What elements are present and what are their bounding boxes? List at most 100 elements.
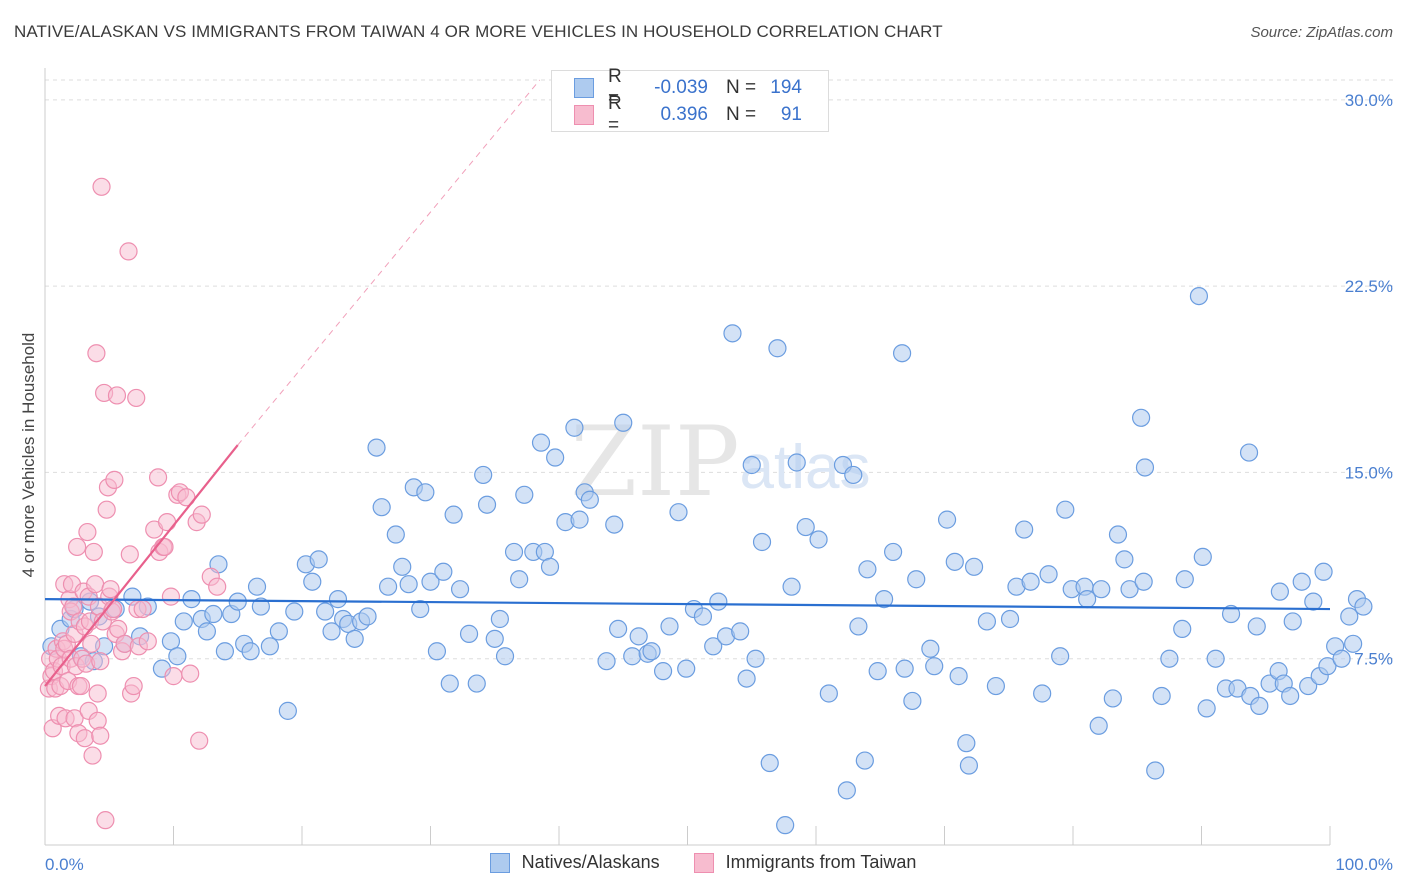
data-point-natives [742, 455, 761, 475]
legend-item-taiwan[interactable]: Immigrants from Taiwan [693, 852, 917, 873]
data-point-natives [1000, 609, 1020, 629]
data-point-taiwan [192, 505, 211, 524]
y-tick-labels: 7.5% 15.0% 22.5% 30.0% [1345, 91, 1393, 669]
data-point-natives [378, 577, 398, 596]
data-point-natives [1173, 619, 1192, 639]
data-point-natives [1304, 592, 1323, 611]
legend-r-label: R = [608, 93, 622, 136]
data-point-natives [945, 552, 964, 571]
data-point-taiwan [181, 664, 200, 683]
data-point-natives [215, 642, 234, 661]
x-tick-labels: 0.0% 100.0% [45, 855, 1393, 874]
data-point-natives [787, 453, 806, 472]
data-point-natives [1056, 500, 1075, 519]
data-point-taiwan [97, 500, 116, 519]
data-point-natives [959, 756, 979, 775]
data-point-natives [358, 607, 377, 626]
data-point-natives [416, 483, 435, 502]
data-point-natives [411, 599, 430, 619]
legend-label-natives: Natives/Alaskans [521, 852, 660, 872]
data-point-natives [1332, 649, 1351, 668]
data-point-natives [565, 418, 584, 437]
data-point-natives [819, 684, 838, 703]
data-point-natives [768, 339, 787, 358]
data-point-natives [1239, 443, 1259, 462]
data-point-natives [546, 448, 565, 467]
data-point-natives [855, 751, 874, 770]
data-point-natives [1103, 689, 1122, 708]
data-point-natives [986, 676, 1006, 696]
data-point-natives [1270, 582, 1289, 601]
data-point-natives [907, 570, 926, 589]
data-point-natives [875, 590, 894, 609]
legend-r-value: -0.039 [654, 77, 708, 98]
data-point-taiwan [96, 811, 115, 830]
data-point-natives [450, 580, 470, 599]
data-point-taiwan [120, 545, 139, 564]
data-point-taiwan [124, 676, 143, 696]
data-point-natives [204, 604, 223, 624]
data-point-natives [345, 629, 364, 648]
data-point-natives [892, 344, 912, 363]
legend-item-natives[interactable]: Natives/Alaskans [489, 852, 660, 873]
data-point-natives [1314, 562, 1333, 581]
data-point-natives [490, 609, 509, 629]
data-point-natives [760, 753, 779, 773]
data-point-taiwan [91, 726, 110, 745]
data-point-natives [309, 550, 328, 569]
legend-n-label: N = [726, 77, 757, 98]
data-point-taiwan [127, 388, 146, 408]
data-point-natives [477, 495, 497, 514]
data-point-natives [731, 622, 750, 641]
data-point-natives [269, 622, 288, 641]
data-point-natives [809, 530, 828, 549]
data-point-natives [515, 485, 534, 504]
source-label: Source: ZipAtlas.com [1250, 24, 1393, 41]
legend-label-taiwan: Immigrants from Taiwan [725, 852, 917, 872]
data-point-natives [1160, 649, 1179, 668]
data-point-natives [1078, 590, 1097, 609]
y-tick-label: 22.5% [1345, 277, 1393, 296]
data-point-natives [957, 734, 976, 753]
data-point-taiwan [88, 684, 107, 703]
data-point-natives [1115, 550, 1134, 569]
x-tick-label-max: 100.0% [1335, 855, 1393, 874]
data-point-taiwan [71, 676, 91, 696]
data-point-natives [1120, 580, 1139, 599]
data-point-natives [1092, 580, 1111, 599]
data-point-natives [746, 649, 765, 668]
data-point-natives [1134, 572, 1153, 591]
legend-n-value: 91 [780, 104, 802, 125]
data-point-natives [844, 465, 863, 485]
data-point-natives [609, 619, 628, 639]
data-point-natives [260, 637, 279, 656]
chart-title: NATIVE/ALASKAN VS IMMIGRANTS FROM TAIWAN… [14, 22, 943, 41]
data-point-natives [372, 498, 391, 517]
data-point-natives [796, 517, 815, 537]
data-point-natives [1152, 686, 1171, 706]
data-point-natives [1247, 617, 1266, 636]
legend-swatch-pink [574, 105, 594, 125]
data-point-natives [504, 542, 524, 562]
data-point-natives [921, 639, 940, 658]
data-point-natives [1021, 572, 1040, 591]
data-point-taiwan [82, 634, 101, 653]
data-point-natives [883, 542, 903, 562]
data-point-natives [399, 575, 418, 594]
data-point-taiwan [133, 599, 152, 619]
data-point-natives [241, 642, 260, 661]
data-point-natives [653, 662, 673, 681]
data-point-natives [386, 525, 405, 544]
data-point-taiwan [208, 577, 227, 596]
data-point-natives [1132, 408, 1151, 427]
data-point-natives [570, 510, 589, 529]
data-point-natives [1197, 699, 1216, 718]
data-point-natives [642, 642, 661, 661]
data-point-natives [440, 674, 459, 693]
data-point-natives [752, 532, 772, 552]
data-point-natives [531, 433, 551, 452]
data-point-taiwan [86, 575, 105, 594]
data-point-natives [693, 607, 713, 626]
data-point-taiwan [87, 344, 106, 363]
data-point-taiwan [105, 470, 124, 489]
